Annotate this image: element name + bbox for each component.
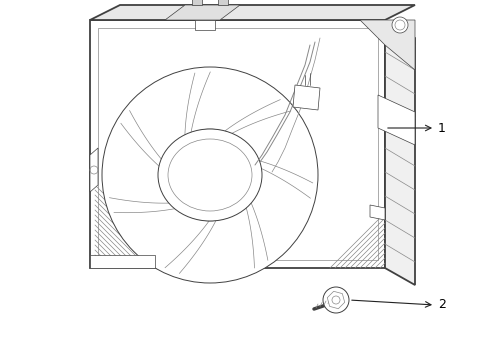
Polygon shape [385, 20, 415, 285]
Polygon shape [192, 0, 202, 5]
Ellipse shape [168, 139, 252, 211]
Ellipse shape [158, 129, 262, 221]
Polygon shape [90, 5, 415, 20]
Polygon shape [90, 148, 98, 192]
Circle shape [102, 67, 318, 283]
Polygon shape [378, 95, 415, 145]
Polygon shape [327, 291, 344, 309]
Polygon shape [370, 205, 385, 220]
Polygon shape [218, 0, 228, 5]
Text: 2: 2 [438, 298, 446, 311]
Polygon shape [165, 5, 240, 20]
Polygon shape [293, 85, 320, 110]
Text: 1: 1 [438, 122, 446, 135]
Polygon shape [195, 20, 215, 30]
Polygon shape [360, 20, 415, 70]
Polygon shape [90, 255, 155, 268]
Polygon shape [90, 20, 385, 268]
Circle shape [323, 287, 349, 313]
Circle shape [392, 17, 408, 33]
Circle shape [182, 147, 238, 203]
